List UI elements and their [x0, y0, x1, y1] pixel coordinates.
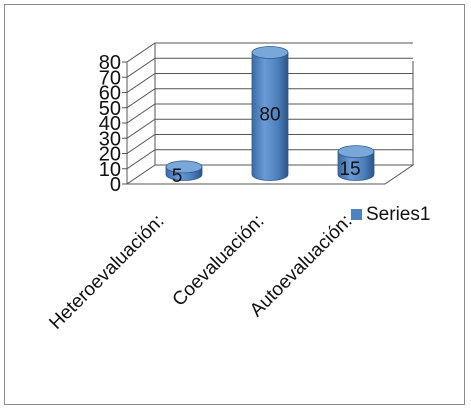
gridline — [126, 134, 413, 154]
gridline — [126, 57, 413, 78]
legend: Series1 — [351, 204, 430, 225]
legend-label-series1: Series1 — [366, 204, 430, 225]
bar-1 — [165, 160, 203, 181]
data-label: 5 — [172, 166, 183, 187]
category-label: Coevaluación: — [169, 211, 269, 311]
bar-body — [337, 151, 375, 181]
data-label: 15 — [339, 159, 360, 180]
y-tick-label: 20 — [99, 144, 121, 166]
gridline — [126, 149, 413, 170]
y-tick-label: 30 — [99, 128, 121, 150]
gridline — [126, 73, 413, 93]
chart-frame — [4, 4, 465, 405]
category-labels: Heteroevaluación: Coevaluación:Autoevalua… — [45, 211, 356, 334]
bar-top — [337, 145, 375, 159]
data-label: 80 — [259, 105, 280, 126]
bar-3 — [337, 145, 375, 181]
gridline — [126, 42, 413, 63]
gridlines — [126, 42, 413, 170]
y-tick-label: 60 — [99, 83, 121, 105]
gridline — [126, 103, 413, 124]
bar-body — [251, 52, 289, 181]
gridline — [126, 88, 413, 109]
bars — [165, 46, 375, 181]
y-tick-label: 0 — [110, 174, 121, 196]
data-labels: 5 80 15 — [172, 105, 361, 188]
bar-2 — [251, 46, 289, 181]
y-tick-label: 80 — [99, 52, 121, 74]
bar-top — [251, 46, 289, 59]
y-tick-label: 70 — [99, 67, 121, 89]
y-tick-label: 40 — [99, 113, 121, 135]
category-label: Heteroevaluación: — [45, 211, 168, 334]
y-tick-label: 50 — [99, 98, 121, 120]
gridline — [126, 118, 413, 139]
bar-top — [165, 160, 203, 174]
y-tick-label: 10 — [99, 159, 121, 181]
legend-swatch-series1 — [351, 209, 362, 220]
